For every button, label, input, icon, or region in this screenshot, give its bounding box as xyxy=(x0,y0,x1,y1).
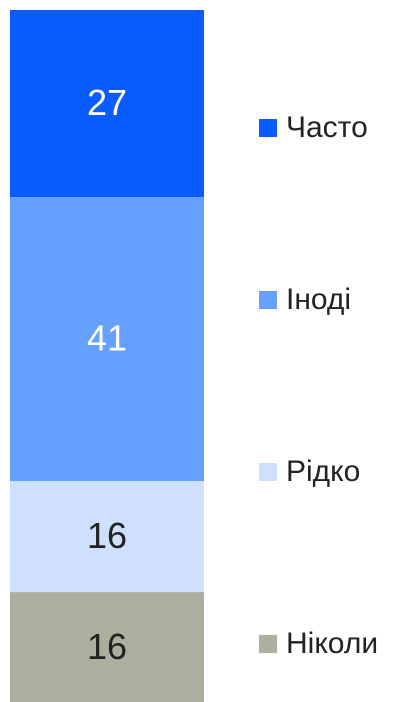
legend-label: Часто xyxy=(286,111,368,144)
bar-segment xyxy=(10,592,204,702)
data-label: 41 xyxy=(87,318,127,359)
legend-swatch xyxy=(259,463,277,481)
legend-swatch xyxy=(259,119,277,137)
legend-label: Рідко xyxy=(286,455,360,488)
data-label: 16 xyxy=(87,626,127,667)
bar-segment xyxy=(10,481,204,593)
data-label: 16 xyxy=(87,515,127,556)
bar-segment xyxy=(10,10,204,198)
legend-swatch xyxy=(259,635,277,653)
legend-swatch xyxy=(259,291,277,309)
legend-label: Іноді xyxy=(286,283,351,316)
data-label: 27 xyxy=(87,82,127,123)
bar-segment xyxy=(10,197,204,482)
legend-label: Ніколи xyxy=(286,627,378,660)
